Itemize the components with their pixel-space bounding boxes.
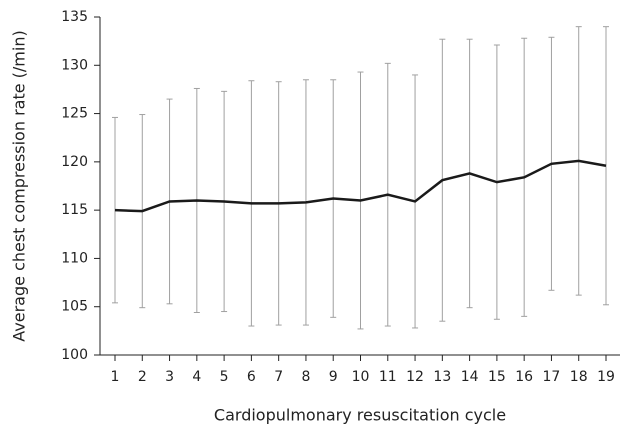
x-tick-label: 17 xyxy=(543,369,561,385)
x-tick-label: 15 xyxy=(488,369,506,385)
y-axis-label: Average chest compression rate (/min) xyxy=(10,30,29,341)
y-tick-label: 125 xyxy=(61,106,88,122)
x-tick-label: 2 xyxy=(138,369,147,385)
y-tick-label: 115 xyxy=(61,202,88,218)
y-tick-label: 130 xyxy=(61,57,88,73)
y-tick-label: 110 xyxy=(61,250,88,266)
x-tick-label: 3 xyxy=(165,369,174,385)
x-tick-label: 14 xyxy=(461,369,479,385)
x-tick-label: 8 xyxy=(301,369,310,385)
x-tick-label: 7 xyxy=(274,369,283,385)
x-tick-label: 6 xyxy=(247,369,256,385)
line xyxy=(114,159,607,213)
x-axis-label: Cardiopulmonary resuscitation cycle xyxy=(214,406,506,425)
x-tick-label: 16 xyxy=(515,369,533,385)
y-tick-label: 120 xyxy=(61,154,88,170)
x-tick-label: 11 xyxy=(379,369,397,385)
y-tick-label: 100 xyxy=(61,347,88,363)
y-tick-label: 105 xyxy=(61,299,88,315)
x-tick-label: 9 xyxy=(329,369,338,385)
y-tick-label: 135 xyxy=(61,9,88,25)
x-tick-label: 19 xyxy=(597,369,615,385)
x-tick-label: 1 xyxy=(111,369,120,385)
x-tick-label: 10 xyxy=(352,369,370,385)
x-tick-label: 13 xyxy=(433,369,451,385)
x-tick-label: 18 xyxy=(570,369,588,385)
x-tick-label: 12 xyxy=(406,369,424,385)
x-tick-label: 4 xyxy=(192,369,201,385)
x-tick-label: 5 xyxy=(220,369,229,385)
